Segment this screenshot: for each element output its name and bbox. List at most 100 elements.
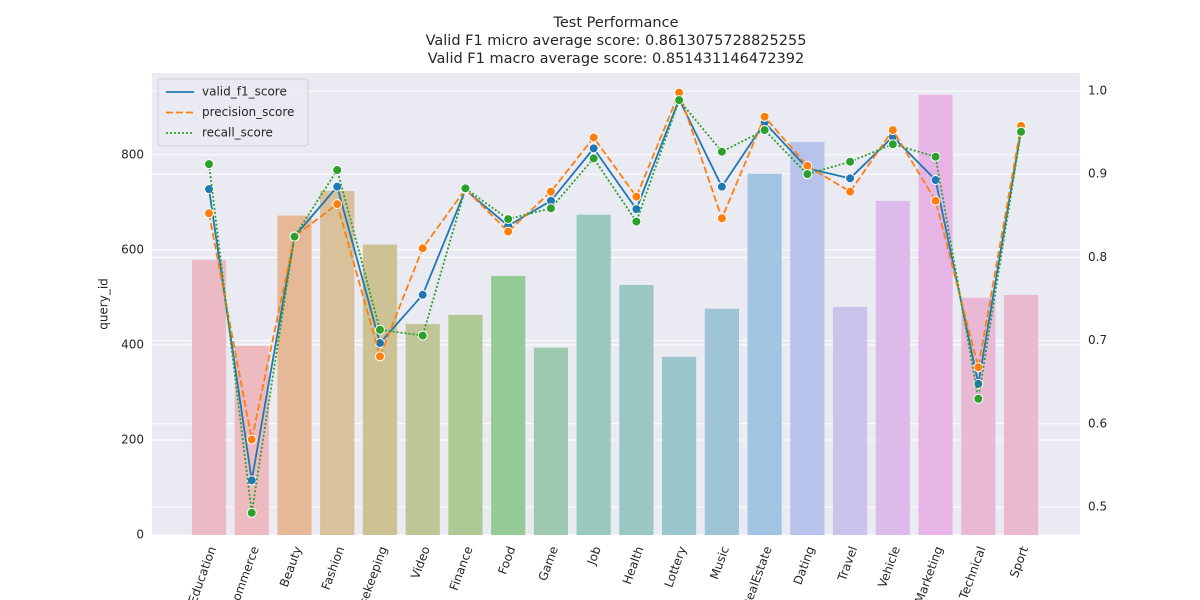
series-marker	[503, 214, 514, 225]
x-tick-label: RealEstate	[740, 544, 775, 600]
series-marker	[332, 165, 343, 176]
x-tick-label: Food	[495, 544, 518, 576]
series-marker	[204, 184, 214, 195]
series-marker	[930, 195, 941, 206]
bar	[277, 215, 312, 535]
series-marker	[674, 95, 685, 106]
series-marker	[545, 186, 556, 197]
y2-tick-label: 0.9	[1088, 167, 1107, 181]
bar	[405, 323, 440, 535]
x-tick-label: Health	[620, 544, 647, 586]
series-marker	[973, 362, 984, 373]
chart-title: Test Performance	[552, 15, 678, 31]
series-marker	[204, 159, 214, 170]
y2-tick-label: 0.8	[1088, 250, 1107, 264]
x-tick-label: Finance	[447, 544, 476, 592]
y2-tick-label: 1.0	[1088, 83, 1107, 97]
series-marker	[246, 475, 257, 486]
series-marker	[631, 216, 642, 227]
series-marker	[845, 156, 856, 167]
series-marker	[246, 434, 257, 445]
bar	[448, 314, 483, 535]
bar	[619, 284, 654, 535]
series-marker	[887, 125, 898, 136]
series-marker	[417, 330, 428, 341]
series-marker	[332, 181, 343, 192]
y-tick-label: 600	[121, 242, 144, 256]
bar	[491, 275, 526, 535]
series-marker	[716, 213, 727, 224]
series-marker	[246, 507, 257, 518]
x-tick-label: Dating	[791, 544, 818, 586]
bar	[961, 297, 996, 535]
series-marker	[374, 324, 385, 335]
x-tick-label: Housekeeping	[348, 544, 390, 600]
x-tick-label: Education	[186, 544, 220, 600]
x-tick-label: Ecommerce	[224, 544, 261, 600]
series-marker	[759, 111, 770, 122]
series-marker	[588, 132, 599, 143]
x-tick-label: Technical	[956, 544, 988, 600]
y-tick-label: 0	[136, 528, 144, 542]
series-line	[208, 98, 1022, 513]
chart-subtitle: Valid F1 macro average score: 0.85143114…	[428, 51, 804, 67]
series-marker	[588, 143, 599, 154]
series-marker	[631, 204, 642, 215]
x-tick-label: Video	[408, 544, 433, 580]
y-tick-label: 800	[121, 147, 144, 161]
bar	[875, 200, 910, 535]
series-marker	[332, 199, 343, 210]
series-marker	[588, 153, 599, 164]
bar	[833, 306, 868, 535]
bar	[191, 259, 227, 535]
x-tick-label: Beauty	[277, 544, 305, 589]
y2-tick-label: 0.6	[1088, 416, 1107, 430]
series-marker	[802, 160, 813, 171]
y-axis-label: query_id	[97, 278, 111, 330]
series-marker	[759, 125, 770, 136]
y2-tick-label: 0.7	[1088, 333, 1107, 347]
series-marker	[204, 208, 214, 219]
x-tick-label: Fashion	[319, 544, 348, 591]
chart-subtitle: Valid F1 micro average score: 0.86130757…	[426, 33, 807, 49]
x-tick-label: Music	[707, 544, 732, 581]
y-tick-label: 200	[121, 432, 144, 446]
legend-label: recall_score	[202, 126, 273, 140]
bar	[704, 308, 739, 535]
legend-box	[157, 78, 309, 147]
series-marker	[417, 289, 428, 300]
bar	[747, 173, 782, 535]
bar	[790, 141, 825, 536]
series-marker	[503, 226, 514, 237]
series-line	[208, 90, 1022, 440]
x-tick-label: Game	[536, 544, 561, 582]
series-marker	[930, 151, 941, 162]
bar	[576, 214, 611, 535]
bar	[362, 244, 398, 535]
y-tick-label: 400	[121, 337, 144, 351]
legend-label: valid_f1_score	[202, 85, 287, 99]
x-tick-label: Vehicle	[875, 544, 903, 589]
series-marker	[845, 186, 856, 197]
x-tick-label: Job	[584, 544, 604, 567]
series-marker	[289, 231, 300, 242]
bar	[662, 356, 697, 535]
x-tick-label: Marketing	[912, 544, 946, 600]
series-marker	[374, 351, 385, 362]
series-marker	[417, 243, 428, 254]
series-marker	[460, 183, 471, 194]
x-tick-label: Lottery	[662, 544, 690, 589]
series-line	[208, 97, 1022, 481]
series-marker	[973, 393, 984, 404]
bar	[1003, 294, 1039, 535]
series-marker	[716, 181, 727, 192]
bar	[320, 190, 355, 536]
series-marker	[545, 203, 556, 214]
series-marker	[631, 191, 642, 202]
bar	[533, 347, 569, 535]
series-marker	[716, 146, 727, 157]
series-marker	[845, 173, 856, 184]
series-marker	[1016, 126, 1027, 137]
legend-label: precision_score	[202, 105, 294, 119]
